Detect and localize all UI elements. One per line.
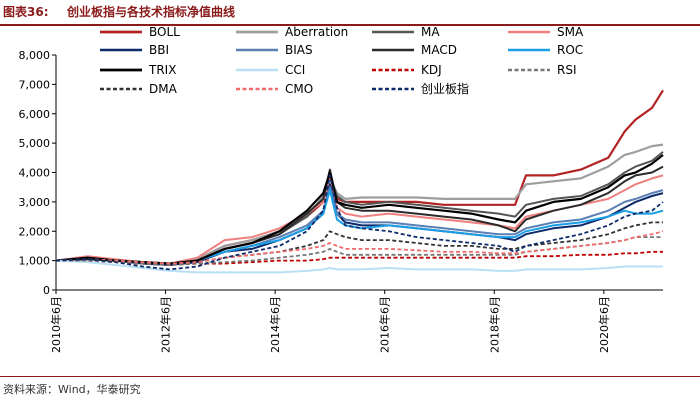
series-line-CCI bbox=[55, 259, 663, 274]
footer-divider bbox=[0, 376, 700, 377]
figure-header: 图表36: 创业板指与各技术指标净值曲线 bbox=[0, 0, 700, 26]
chart-legend: BOLL Aberration MA SMA BBI BIAS MACD ROC TRIX CCI… bbox=[100, 25, 584, 96]
y-tick-label: 8,000 bbox=[19, 49, 51, 62]
y-tick-label: 4,000 bbox=[19, 167, 51, 180]
y-tick-label: 2,000 bbox=[19, 225, 51, 238]
legend-label: SMA bbox=[557, 25, 584, 39]
series-line-SMA bbox=[55, 174, 664, 265]
legend-label: BOLL bbox=[149, 25, 180, 39]
legend-label: TRIX bbox=[148, 63, 176, 77]
legend-label: ROC bbox=[557, 43, 583, 57]
y-tick-label: 0 bbox=[43, 284, 50, 297]
y-tick-label: 5,000 bbox=[19, 137, 51, 150]
legend-label: MA bbox=[421, 25, 440, 39]
legend-label: 创业板指 bbox=[421, 81, 469, 96]
series-line-TRIX bbox=[55, 154, 664, 265]
legend-label: KDJ bbox=[421, 63, 442, 77]
legend-label: BIAS bbox=[285, 43, 313, 57]
series-line-创业板指 bbox=[55, 174, 664, 271]
x-tick-label: 2018年6月 bbox=[487, 296, 501, 353]
chart-axes: 0 1,000 2,000 3,000 4,000 5,000 6,000 7,000 8,00… bbox=[19, 49, 663, 353]
legend-label: Aberration bbox=[285, 25, 348, 39]
x-tick-label: 2016年6月 bbox=[378, 296, 392, 353]
source-note: 资料来源：Wind，华泰研究 bbox=[3, 383, 141, 396]
y-tick-label: 6,000 bbox=[19, 108, 51, 121]
series-line-CMO bbox=[55, 230, 664, 265]
x-tick-label: 2014年6月 bbox=[268, 296, 282, 353]
legend-label: CMO bbox=[285, 82, 313, 96]
figure-label: 图表36: bbox=[3, 5, 49, 19]
chart-series-group bbox=[55, 89, 664, 274]
legend-label: RSI bbox=[557, 63, 577, 77]
x-tick-label: 2020年6月 bbox=[597, 296, 611, 353]
y-tick-label: 1,000 bbox=[19, 255, 51, 268]
figure-title: 创业板指与各技术指标净值曲线 bbox=[67, 5, 236, 19]
series-line-BOLL bbox=[55, 89, 664, 265]
legend-label: BBI bbox=[149, 43, 169, 57]
legend-label: MACD bbox=[421, 43, 457, 57]
legend-label: DMA bbox=[149, 82, 178, 96]
x-tick-label: 2012年6月 bbox=[159, 296, 173, 353]
series-line-RSI bbox=[56, 236, 663, 266]
y-tick-label: 3,000 bbox=[19, 196, 51, 209]
y-tick-label: 7,000 bbox=[19, 78, 51, 91]
x-tick-label: 2010年6月 bbox=[49, 296, 63, 353]
legend-label: CCI bbox=[285, 63, 305, 77]
